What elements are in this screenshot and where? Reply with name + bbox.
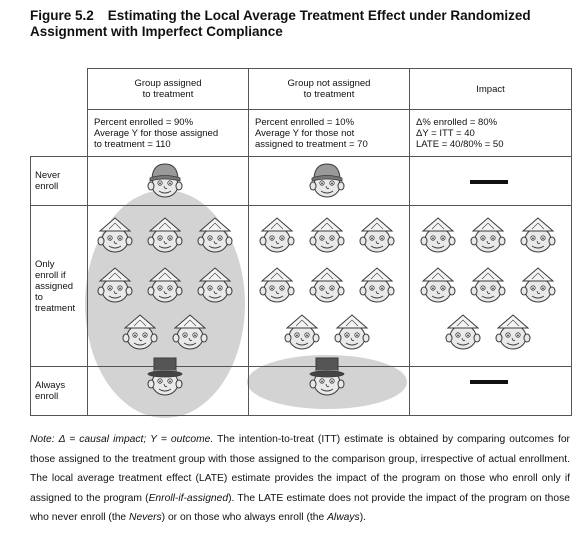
figure-title-text: Estimating the Local Average Treatment E… xyxy=(30,8,531,39)
row-label-only: Only enroll if assigned to treatment xyxy=(30,205,88,367)
figure-number: Figure 5.2 xyxy=(30,8,94,23)
col-header-impact: Impact xyxy=(409,68,572,110)
row-always-enroll: Always enroll xyxy=(30,366,572,416)
stats-impact: Δ% enrolled = 80% ΔY = ITT = 40 LATE = 4… xyxy=(409,109,572,157)
stats-assigned: Percent enrolled = 90% Average Y for tho… xyxy=(87,109,249,157)
row-only-if-assigned: Only enroll if assigned to treatment xyxy=(30,205,572,367)
row-label-never: Never enroll xyxy=(30,156,88,206)
col-header-assigned: Group assigned to treatment xyxy=(87,68,249,110)
row-label-always: Always enroll xyxy=(30,366,88,416)
col-header-not-assigned: Group not assigned to treatment xyxy=(248,68,410,110)
late-table: Group assigned to treatment Group not as… xyxy=(30,68,572,416)
figure-title: Figure 5.2 Estimating the Local Average T… xyxy=(30,8,570,40)
figure-note: Note: Δ = causal impact; Y = outcome. Th… xyxy=(30,434,570,523)
stats-not-assigned: Percent enrolled = 10% Average Y for tho… xyxy=(248,109,410,157)
row-never-enroll: Never enroll xyxy=(30,156,572,206)
header-row: Group assigned to treatment Group not as… xyxy=(31,68,572,110)
stats-row: Percent enrolled = 90% Average Y for tho… xyxy=(31,109,572,157)
